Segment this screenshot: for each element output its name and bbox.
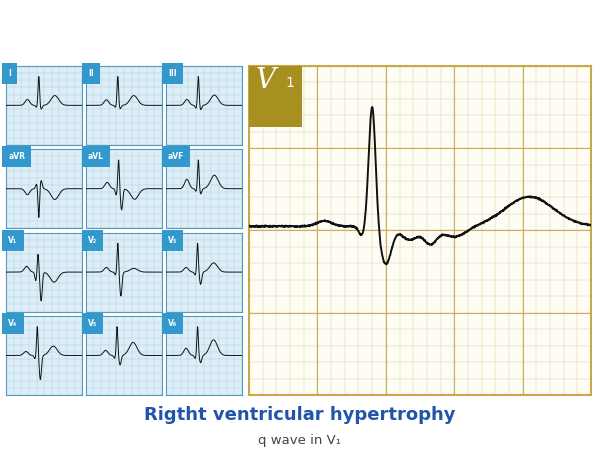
Text: aVF: aVF bbox=[168, 153, 184, 161]
Text: q wave in V₁: q wave in V₁ bbox=[259, 434, 341, 447]
Text: V₅: V₅ bbox=[88, 319, 97, 328]
Text: V₃: V₃ bbox=[168, 236, 177, 245]
Bar bbox=[249, 66, 302, 127]
Text: aVL: aVL bbox=[88, 153, 104, 161]
Text: V₆: V₆ bbox=[168, 319, 177, 328]
Text: 1: 1 bbox=[285, 76, 294, 90]
Text: V₂: V₂ bbox=[88, 236, 97, 245]
Text: V₁: V₁ bbox=[8, 236, 17, 245]
Text: V: V bbox=[255, 68, 275, 94]
Text: Rigtht ventricular hypertrophy: Rigtht ventricular hypertrophy bbox=[144, 406, 456, 424]
Text: I: I bbox=[8, 69, 11, 78]
Text: II: II bbox=[88, 69, 94, 78]
Text: aVR: aVR bbox=[8, 153, 25, 161]
Text: V₄: V₄ bbox=[8, 319, 17, 328]
Text: III: III bbox=[168, 69, 176, 78]
